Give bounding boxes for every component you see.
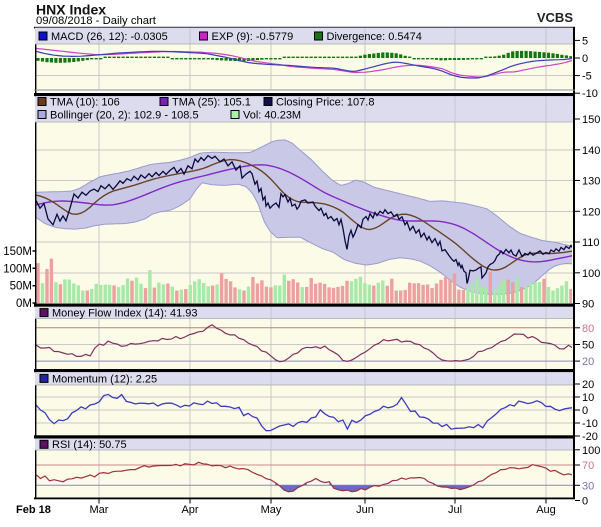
svg-text:Apr: Apr [181,504,198,516]
svg-text:TMA (10): 106: TMA (10): 106 [50,97,120,109]
svg-text:Vol: 40.23M: Vol: 40.23M [243,110,301,122]
svg-text:VCBS: VCBS [537,10,573,25]
svg-text:-5: -5 [582,71,592,83]
svg-text:Jul: Jul [448,504,462,516]
svg-text:150: 150 [582,114,600,126]
svg-text:Money Flow Index (14): 41.93: Money Flow Index (14): 41.93 [52,307,198,319]
svg-text:150M: 150M [3,246,32,258]
svg-text:-10: -10 [582,418,598,430]
svg-text:110: 110 [582,237,600,249]
svg-text:20: 20 [582,379,594,391]
svg-text:50: 50 [582,340,594,352]
svg-text:Mar: Mar [90,504,109,516]
svg-text:RSI (14): 50.75: RSI (14): 50.75 [52,439,127,451]
svg-text:100: 100 [582,268,600,280]
svg-text:0M: 0M [16,298,32,310]
svg-text:50M: 50M [10,281,32,293]
svg-text:HNX Index: HNX Index [36,2,106,18]
svg-text:0: 0 [582,405,588,417]
svg-text:0: 0 [582,53,588,65]
svg-text:Bollinger (20, 2): 102.9 - 108: Bollinger (20, 2): 102.9 - 108.5 [50,110,199,122]
svg-text:Closing Price: 107.8: Closing Price: 107.8 [276,97,374,109]
svg-text:70: 70 [582,460,594,472]
svg-text:0: 0 [582,496,588,508]
svg-text:100M: 100M [3,263,32,275]
svg-text:Divergence: 0.5474: Divergence: 0.5474 [327,31,422,43]
svg-text:120: 120 [582,206,600,218]
svg-text:130: 130 [582,176,600,188]
svg-text:140: 140 [582,145,600,157]
svg-text:09/08/2018 - Daily chart: 09/08/2018 - Daily chart [36,15,157,27]
svg-text:TMA (25): 105.1: TMA (25): 105.1 [172,97,251,109]
svg-text:Momentum (12): 2.25: Momentum (12): 2.25 [52,373,157,385]
svg-text:100: 100 [582,445,600,457]
svg-text:20: 20 [582,356,594,368]
svg-text:Feb 18: Feb 18 [16,504,51,516]
svg-text:30: 30 [582,480,594,492]
svg-text:MACD (26, 12): -0.0305: MACD (26, 12): -0.0305 [51,31,168,43]
svg-text:-20: -20 [582,431,598,443]
svg-text:Jun: Jun [356,504,374,516]
svg-text:10: 10 [582,392,594,404]
svg-text:Aug: Aug [536,504,556,516]
svg-text:May: May [261,504,282,516]
svg-text:EXP (9): -0.5779: EXP (9): -0.5779 [212,31,294,43]
svg-text:90: 90 [582,299,594,311]
svg-text:-10: -10 [582,88,598,100]
svg-text:5: 5 [582,35,588,47]
svg-text:80: 80 [582,323,594,335]
